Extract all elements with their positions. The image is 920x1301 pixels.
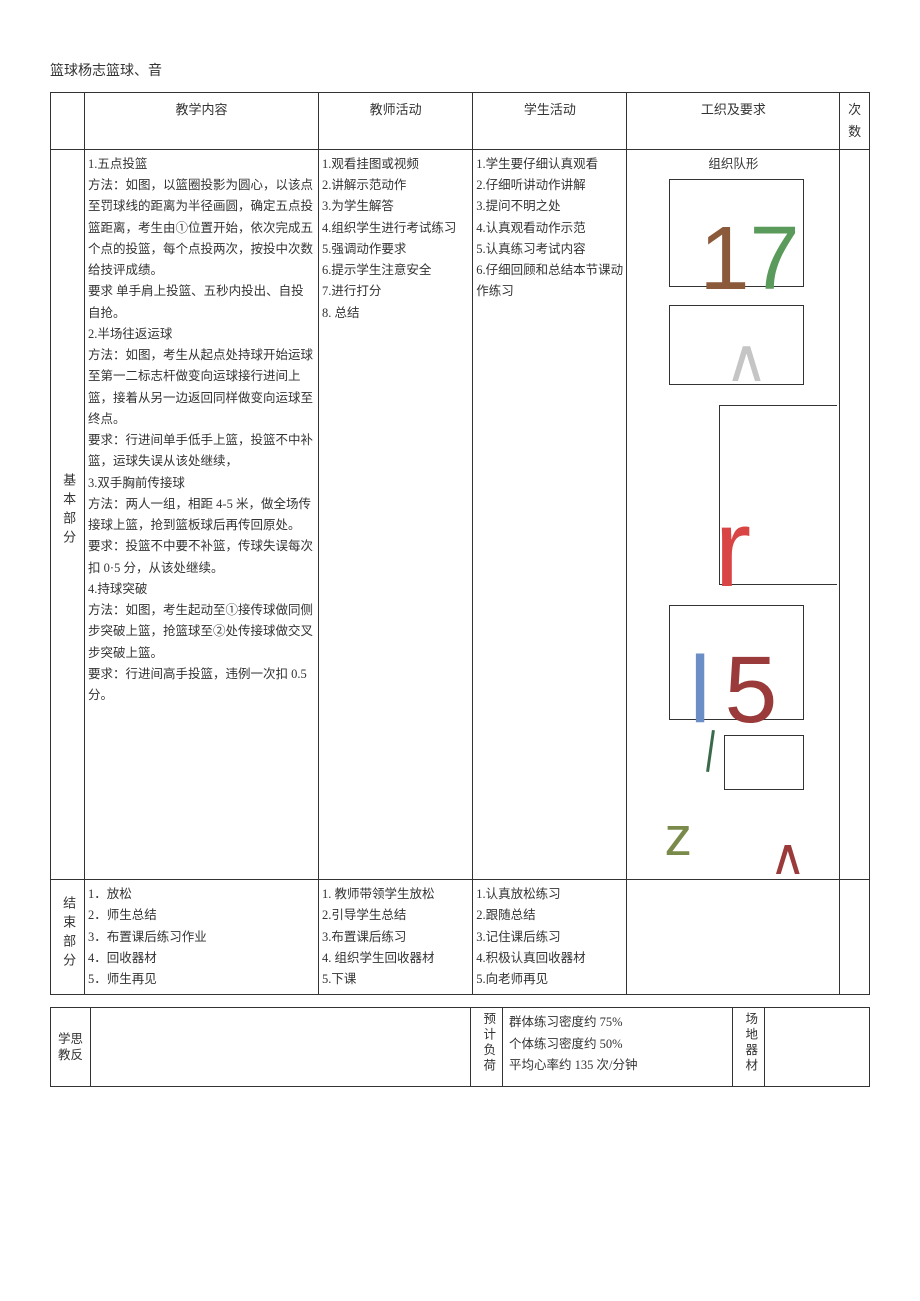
diagram-z: z xyxy=(664,790,692,875)
diagram-l: l xyxy=(689,610,710,772)
end-org xyxy=(627,880,840,995)
reflect-content xyxy=(91,1008,471,1086)
load-label: 预计负荷 xyxy=(471,1008,503,1086)
lesson-plan-table: 教学内容 教师活动 学生活动 工织及要求 次数 基本部分 1.五点投篮 方法：如… xyxy=(50,92,870,996)
basic-section-label: 基本部分 xyxy=(51,149,85,879)
page-title: 篮球杨志篮球、音 xyxy=(50,60,870,84)
header-student-activity: 学生活动 xyxy=(473,92,627,149)
org-label: 组织队形 xyxy=(629,154,837,175)
header-times: 次数 xyxy=(840,92,870,149)
footer-table: 学思 教反 预计负荷 群体练习密度约 75% 个体练习密度约 50% 平均心率约… xyxy=(50,1007,870,1086)
basic-teacher-activity: 1.观看挂图或视频 2.讲解示范动作 3.为学生解答 4.组织学生进行考试练习 … xyxy=(319,149,473,879)
formation-diagram: 1 7 ∧ r l 5 z ∧ xyxy=(629,175,837,875)
end-section-label: 结束部分 xyxy=(51,880,85,995)
basic-section-row: 基本部分 1.五点投篮 方法：如图，以篮圈投影为圆心，以该点至罚球线的距离为半径… xyxy=(51,149,870,879)
end-teacher-activity: 1. 教师带领学生放松 2.引导学生总结 3.布置课后练习 4. 组织学生回收器… xyxy=(319,880,473,995)
header-org: 工织及要求 xyxy=(627,92,840,149)
basic-org: 组织队形 1 7 ∧ r l 5 z ∧ xyxy=(627,149,840,879)
diagram-tri-1: ∧ xyxy=(724,310,768,412)
end-teaching-content: 1．放松 2．师生总结 3．布置课后练习作业 4．回收器材 5．师生再见 xyxy=(85,880,319,995)
diagram-tri-2: ∧ xyxy=(769,815,806,875)
load-content: 群体练习密度约 75% 个体练习密度约 50% 平均心率约 135 次/分钟 xyxy=(503,1008,733,1086)
header-section xyxy=(51,92,85,149)
end-times xyxy=(840,880,870,995)
venue-label: 场地器材 xyxy=(733,1008,765,1086)
basic-times xyxy=(840,149,870,879)
venue-content xyxy=(765,1008,870,1086)
basic-student-activity: 1.学生要仔细认真观看 2.仔细听讲动作讲解 3.提问不明之处 4.认真观看动作… xyxy=(473,149,627,879)
header-teacher-activity: 教师活动 xyxy=(319,92,473,149)
reflect-label: 学思 教反 xyxy=(51,1008,91,1086)
header-teaching-content: 教学内容 xyxy=(85,92,319,149)
end-student-activity: 1.认真放松练习 2.跟随总结 3.记住课后练习 4.积极认真回收器材 5.向老… xyxy=(473,880,627,995)
end-section-row: 结束部分 1．放松 2．师生总结 3．布置课后练习作业 4．回收器材 5．师生再… xyxy=(51,880,870,995)
table-header-row: 教学内容 教师活动 学生活动 工织及要求 次数 xyxy=(51,92,870,149)
basic-teaching-content: 1.五点投篮 方法：如图，以篮圈投影为圆心，以该点至罚球线的距离为半径画圆，确定… xyxy=(85,149,319,879)
